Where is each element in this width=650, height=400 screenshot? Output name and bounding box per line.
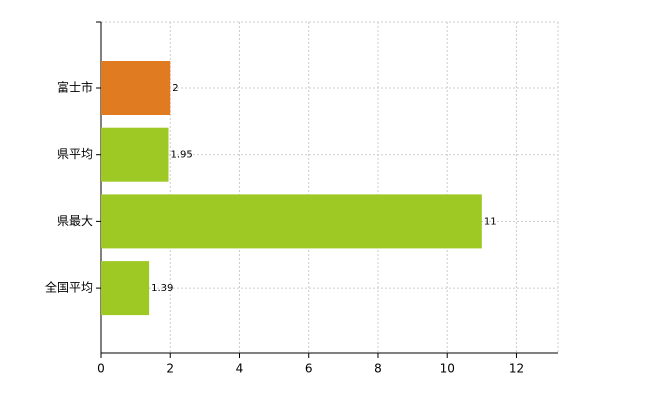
x-tick-label: 6 (305, 362, 313, 376)
bar (101, 61, 171, 115)
data-label: 11 (484, 216, 497, 227)
bar (101, 261, 150, 316)
data-label: 1.39 (151, 283, 173, 294)
x-tick-label: 10 (440, 362, 455, 376)
x-tick-label: 8 (374, 362, 382, 376)
x-tick-label: 4 (236, 362, 244, 376)
bar (101, 194, 482, 249)
x-tick-label: 0 (97, 362, 105, 376)
bar (101, 127, 169, 182)
data-label: 1.95 (171, 150, 193, 161)
y-tick-label: 県平均 (57, 147, 93, 161)
y-tick-label: 県最大 (57, 214, 93, 228)
x-tick-label: 12 (509, 362, 524, 376)
y-tick-label: 全国平均 (45, 280, 93, 295)
x-tick-label: 2 (166, 362, 174, 376)
y-tick-label: 富士市 (57, 80, 93, 95)
data-label: 2 (172, 83, 178, 94)
